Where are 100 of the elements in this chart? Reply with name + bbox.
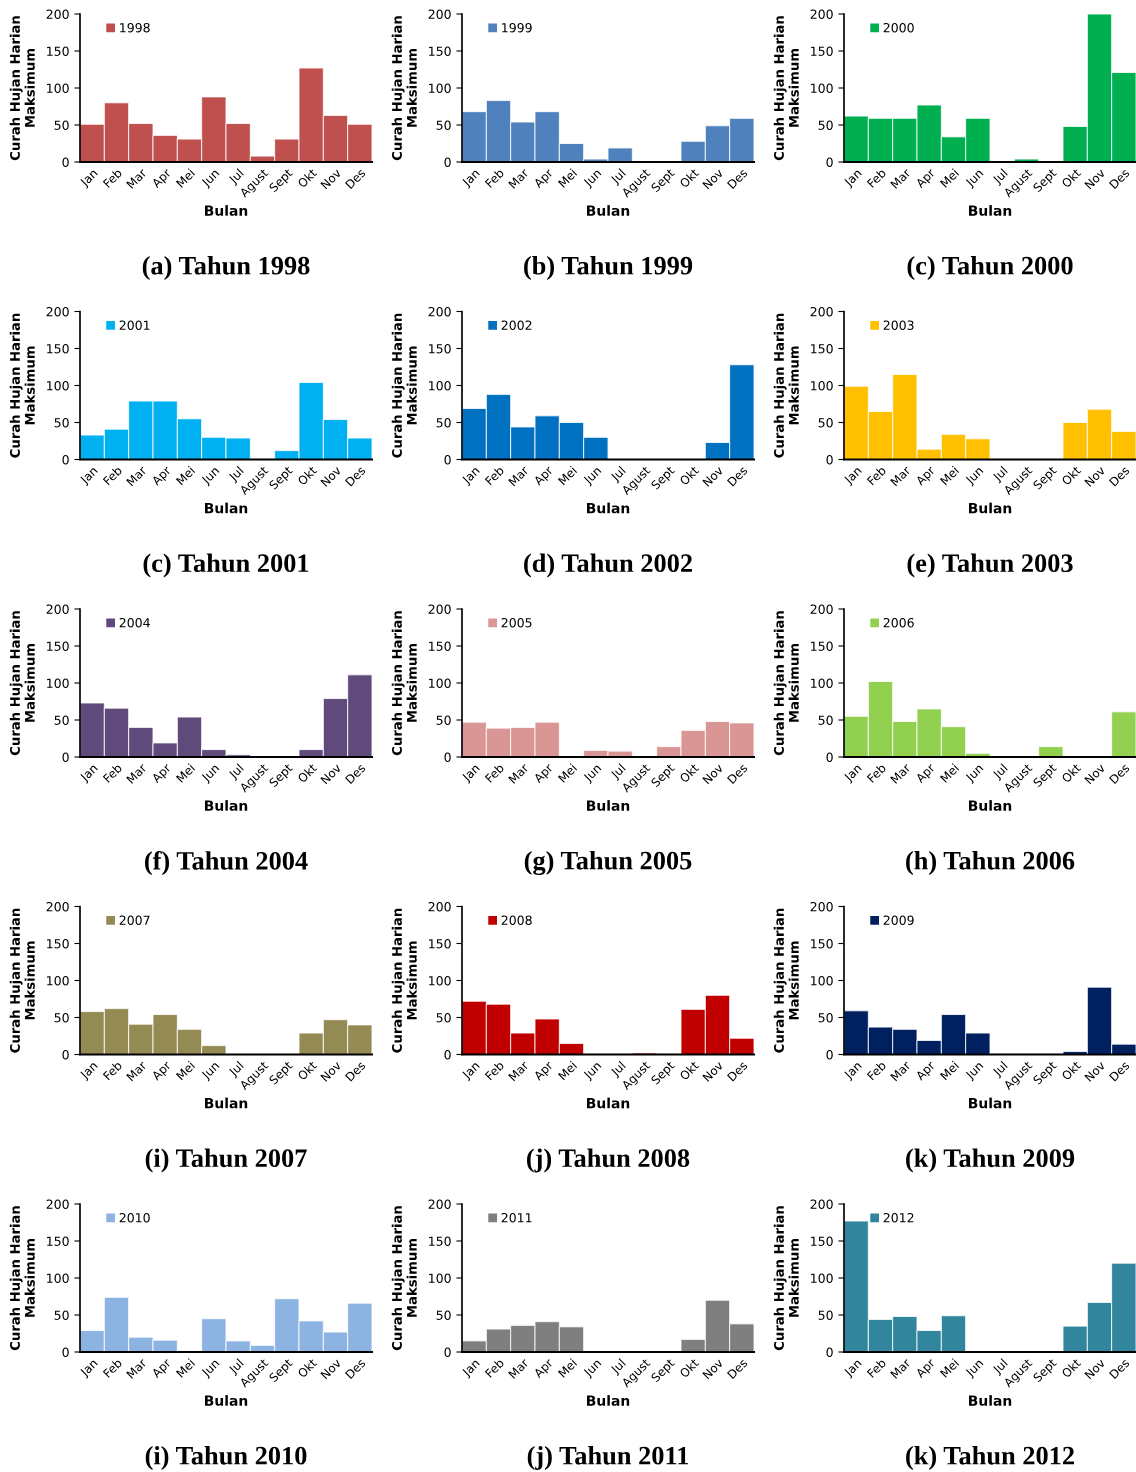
x-axis-title: Bulan: [587, 1097, 630, 1109]
y-tick-label: 100: [811, 1273, 833, 1283]
y-tick-label: 0: [62, 454, 69, 465]
y-axis-title: Curah Hujan Harian Maksimum: [773, 1206, 799, 1351]
y-tick-label: 150: [429, 641, 451, 651]
legend-label: 2010: [119, 1212, 150, 1223]
x-tick-label: Okt: [678, 1357, 700, 1379]
y-axis-title: Curah Hujan Harian Maksimum: [773, 313, 799, 458]
x-tick-label: Mei: [939, 465, 960, 486]
x-tick-label: Okt: [296, 167, 318, 189]
x-tick-label: Okt: [296, 762, 318, 784]
legend-label: 1999: [502, 22, 532, 33]
x-tick-label: Feb: [866, 1060, 887, 1081]
y-tick-label: 0: [826, 752, 833, 762]
y-tick-label: 150: [47, 1236, 69, 1246]
x-tick-label: Nov: [702, 763, 724, 785]
y-tick-label: 150: [47, 343, 69, 354]
x-tick-label: Feb: [866, 168, 887, 188]
x-tick-label: Mar: [890, 1060, 912, 1082]
x-tick-label: Jun: [582, 466, 604, 487]
x-tick-label: Nov: [702, 465, 724, 487]
x-tick-label: Mei: [175, 1358, 196, 1378]
y-tick-label: 100: [811, 975, 833, 986]
y-tick-label: 50: [436, 715, 451, 725]
x-tick-label: Jun: [964, 1061, 986, 1082]
x-tick-label: Mei: [557, 168, 578, 188]
legend-label: 2009: [883, 915, 914, 925]
x-tick-label: Apr: [533, 762, 556, 786]
x-tick-label: Jun: [582, 763, 604, 785]
y-tick-label: 50: [818, 417, 833, 428]
x-tick-label: Jun: [582, 1061, 604, 1082]
y-tick-label: 50: [436, 417, 451, 428]
x-tick-label: Feb: [866, 465, 887, 486]
x-tick-label: Jun: [964, 763, 986, 785]
x-tick-label: Des: [345, 1060, 366, 1082]
y-tick-label: 0: [826, 1049, 833, 1060]
x-tick-label: Des: [345, 465, 366, 487]
x-tick-label: Feb: [484, 465, 505, 486]
x-tick-label: Mei: [939, 1358, 960, 1378]
legend-label: 2007: [119, 915, 150, 925]
legend-label: 2008: [501, 915, 532, 925]
y-tick-label: 0: [444, 1049, 451, 1060]
legend-label: 2004: [119, 617, 150, 628]
x-tick-label: Des: [1109, 168, 1130, 190]
y-tick-label: 150: [429, 1236, 451, 1246]
x-tick-label: Apr: [533, 465, 556, 488]
x-tick-label: Jun: [200, 763, 222, 785]
x-tick-label: Mei: [939, 168, 960, 188]
x-tick-label: Apr: [533, 1357, 556, 1381]
x-tick-label: Apr: [915, 167, 938, 191]
x-tick-label: Apr: [151, 1357, 174, 1381]
x-tick-label: Feb: [102, 1060, 123, 1081]
legend-label: 1998: [120, 22, 150, 33]
x-axis-title: Bulan: [205, 1395, 248, 1406]
x-tick-label: Okt: [678, 1060, 700, 1081]
text: (k) Tahun 2009: [906, 1148, 1075, 1173]
x-tick-label: Feb: [102, 465, 123, 486]
y-tick-label: 50: [436, 120, 451, 130]
y-axis-title: Curah Hujan Harian Maksimum: [773, 16, 799, 161]
x-axis-title: Bulan: [969, 205, 1012, 216]
text: (g) Tahun 2005: [524, 850, 692, 876]
text: (h) Tahun 2006: [906, 851, 1075, 875]
y-tick-label: 0: [62, 157, 69, 167]
x-tick-label: Apr: [533, 1060, 556, 1083]
x-tick-label: Nov: [320, 465, 342, 487]
y-axis-title: Curah Hujan Harian Maksimum: [391, 313, 417, 458]
x-tick-label: Feb: [102, 763, 123, 783]
text: (k) Tahun 2012: [906, 1446, 1074, 1470]
x-tick-label: Jan: [461, 1061, 482, 1082]
x-tick-label: Feb: [484, 1060, 505, 1081]
x-tick-label: Okt: [1060, 762, 1082, 784]
x-tick-label: Apr: [915, 762, 938, 786]
x-tick-label: Jan: [461, 1358, 482, 1379]
x-tick-label: Jun: [200, 466, 222, 487]
x-tick-label: Mei: [557, 465, 578, 486]
y-tick-label: 50: [818, 715, 833, 725]
y-tick-label: 100: [429, 1273, 451, 1283]
x-tick-label: Okt: [678, 762, 700, 784]
x-tick-label: Mar: [508, 1060, 530, 1082]
x-tick-label: Des: [727, 168, 748, 190]
x-tick-label: Jan: [843, 1061, 864, 1082]
x-tick-label: Okt: [296, 465, 318, 486]
x-tick-label: Apr: [915, 1060, 938, 1083]
x-tick-label: Nov: [320, 763, 342, 785]
y-tick-label: 200: [46, 604, 69, 614]
y-tick-label: 0: [826, 1347, 833, 1357]
x-axis-title: Bulan: [205, 205, 248, 216]
y-axis-title: Curah Hujan Harian Maksimum: [391, 1206, 417, 1351]
x-tick-label: Des: [727, 763, 748, 785]
x-axis-title: Bulan: [969, 1097, 1012, 1109]
x-tick-label: Feb: [102, 168, 123, 188]
x-tick-label: Des: [345, 168, 366, 190]
x-tick-label: Des: [1109, 1358, 1130, 1380]
text: (a) Tahun 1998: [142, 256, 310, 280]
y-tick-label: 200: [810, 9, 833, 19]
y-tick-label: 50: [436, 1310, 451, 1320]
x-tick-label: Feb: [102, 1358, 123, 1378]
x-axis-title: Bulan: [969, 502, 1012, 514]
y-tick-label: 200: [46, 306, 69, 317]
text: (i) Tahun 2010: [145, 1446, 307, 1470]
